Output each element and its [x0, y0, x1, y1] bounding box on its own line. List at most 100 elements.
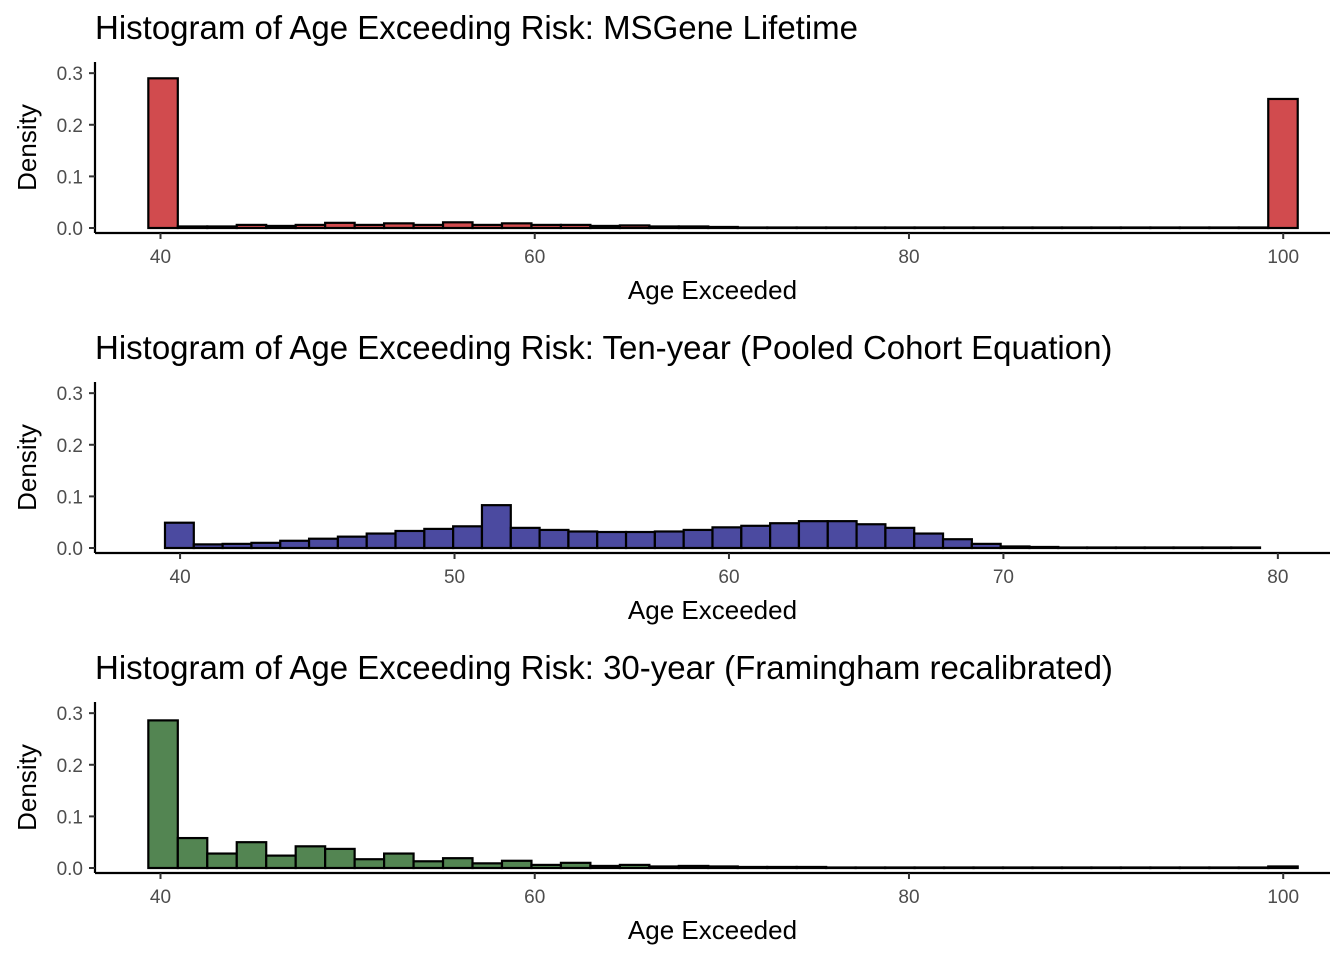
histogram-bar: [1143, 546, 1175, 550]
histogram-bar: [1057, 546, 1089, 550]
histogram-bar: [795, 226, 828, 230]
histogram-bar: [941, 538, 973, 550]
histogram-bar: [1237, 226, 1270, 230]
histogram-bar: [999, 545, 1031, 550]
histogram-bar: [653, 530, 685, 550]
y-tick-label: 0.0: [57, 539, 83, 560]
histogram-bar: [471, 862, 504, 870]
histogram-bar: [294, 223, 327, 230]
histogram-bar: [1090, 866, 1122, 870]
histogram-bar: [1001, 866, 1034, 870]
histogram-bar: [648, 225, 680, 230]
histogram-bar: [567, 530, 599, 550]
histogram-bar: [235, 841, 268, 870]
histogram-bar: [383, 222, 415, 230]
x-tick-label: 100: [1267, 247, 1299, 268]
histogram-bar: [972, 226, 1005, 230]
histogram-bar: [707, 865, 739, 870]
histogram-bar: [441, 221, 474, 230]
histogram-bar: [677, 225, 710, 230]
histogram-bar: [423, 527, 455, 550]
histogram-bar: [336, 535, 368, 550]
histogram-bar: [1090, 226, 1122, 230]
histogram-bar: [307, 537, 339, 550]
histogram-bar: [324, 847, 356, 870]
histogram-bar: [538, 528, 570, 550]
y-tick-label: 0.2: [57, 756, 83, 777]
histogram-bar: [766, 226, 798, 230]
histogram-bar: [1149, 866, 1181, 870]
histogram-bar: [624, 530, 656, 550]
histogram-bar: [942, 226, 975, 230]
histogram-bar: [797, 520, 829, 550]
histogram-bar: [913, 866, 946, 870]
histogram-bar: [1060, 226, 1093, 230]
histogram-bar: [1237, 866, 1270, 870]
chart-title: Histogram of Age Exceeding Risk: 30-year…: [95, 649, 1113, 686]
histogram-bar: [855, 523, 887, 550]
x-tick-label: 40: [150, 887, 171, 908]
y-tick-label: 0.1: [57, 807, 83, 828]
x-tick-label: 80: [898, 887, 919, 908]
x-axis-label: Age Exceeded: [628, 915, 797, 945]
y-tick-label: 0.3: [57, 64, 83, 85]
chart-title: Histogram of Age Exceeding Risk: MSGene …: [95, 9, 858, 46]
x-tick-label: 50: [444, 567, 465, 588]
histogram-bar: [826, 520, 858, 550]
x-tick-label: 40: [150, 247, 171, 268]
chart-title: Histogram of Age Exceeding Risk: Ten-yea…: [95, 329, 1112, 366]
histogram-bar: [192, 543, 224, 550]
histogram-bar: [206, 852, 238, 870]
histogram-bar: [596, 530, 628, 550]
histogram-bar: [1028, 545, 1060, 550]
y-tick-label: 0.3: [57, 704, 83, 725]
histogram-bar: [279, 539, 311, 550]
histogram-bar: [206, 225, 238, 230]
bars-group: [147, 77, 1299, 230]
histogram-bar: [1114, 546, 1146, 550]
y-tick-label: 0.3: [57, 384, 83, 405]
histogram-bar: [884, 526, 916, 550]
x-tick-label: 40: [170, 567, 191, 588]
histogram-bar: [265, 224, 297, 230]
histogram-bar: [221, 542, 253, 550]
x-tick-label: 100: [1267, 887, 1299, 908]
histogram-bar: [769, 522, 801, 550]
histogram-bar: [383, 852, 415, 870]
x-tick-label: 80: [1267, 567, 1288, 588]
histogram-bar: [235, 223, 268, 230]
x-tick-label: 80: [898, 247, 919, 268]
histogram-bar: [825, 866, 857, 870]
histogram-bar: [353, 223, 386, 230]
histogram-bar: [795, 865, 828, 870]
y-axis-label: Density: [12, 424, 42, 511]
chart-panel-1: Histogram of Age Exceeding Risk: MSGene …: [12, 9, 1330, 305]
y-tick-label: 0.0: [57, 859, 83, 880]
histogram-bar: [942, 866, 975, 870]
y-tick-label: 0.2: [57, 436, 83, 457]
histogram-bar: [412, 860, 445, 870]
histogram-bar: [452, 525, 484, 550]
histogram-bar: [480, 504, 512, 550]
histogram-bar: [365, 532, 397, 550]
histogram-bar: [1172, 546, 1204, 550]
histogram-bar: [589, 864, 621, 870]
histogram-bar: [412, 223, 445, 230]
histogram-bar: [913, 226, 946, 230]
histogram-bar: [176, 225, 209, 230]
histogram-bar: [1031, 866, 1064, 870]
histogram-bar: [618, 224, 651, 230]
histogram-bar: [1178, 226, 1211, 230]
histogram-bar: [176, 836, 209, 870]
histogram-bar: [324, 221, 356, 230]
histogram-bar: [1060, 866, 1093, 870]
y-axis-label: Density: [12, 744, 42, 831]
histogram-bar: [1149, 226, 1181, 230]
histogram-bar: [1031, 226, 1064, 230]
histogram-bar: [648, 865, 680, 870]
histogram-bar: [766, 865, 798, 870]
histogram-bar: [559, 861, 592, 870]
histogram-bar: [913, 532, 945, 550]
